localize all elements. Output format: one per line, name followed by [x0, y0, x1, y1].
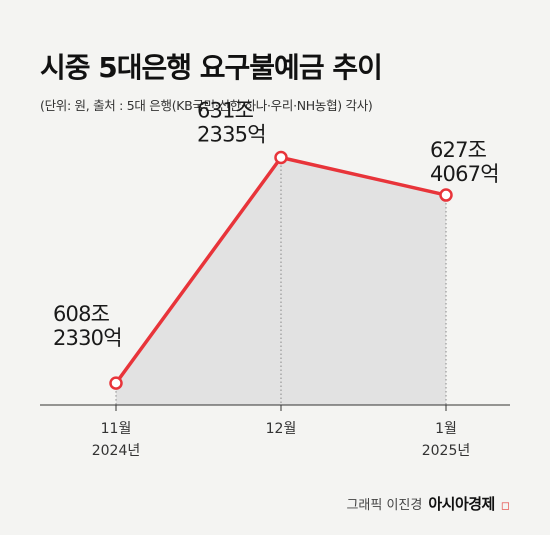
data-label: 627조 4067억: [430, 138, 499, 186]
chart-title: 시중 5대은행 요구불예금 추이: [40, 51, 383, 84]
data-point: [274, 150, 288, 165]
publisher-logo-mark: ◻: [500, 499, 510, 512]
data-label: 631조 2335억: [197, 99, 266, 147]
area-fill: [116, 157, 446, 405]
data-point: [439, 188, 453, 202]
x-year-label: 2025년: [422, 443, 471, 459]
chart-source-note: (단위: 원, 출처 : 5대 은행(KB국민·신한·하나·우리·NH농협) 각…: [40, 98, 373, 113]
x-tick-label: 12월: [266, 421, 297, 437]
x-tick-label: 11월: [101, 421, 132, 437]
graphic-credit: 그래픽 이진경: [346, 498, 423, 513]
publisher-logo: 아시아경제: [428, 495, 495, 513]
x-year-label: 2024년: [92, 443, 141, 459]
data-label: 608조 2330억: [53, 302, 122, 350]
data-point: [109, 376, 123, 390]
footer: 그래픽 이진경 아시아경제 ◻: [346, 493, 510, 514]
x-tick-label: 1월: [435, 421, 457, 437]
